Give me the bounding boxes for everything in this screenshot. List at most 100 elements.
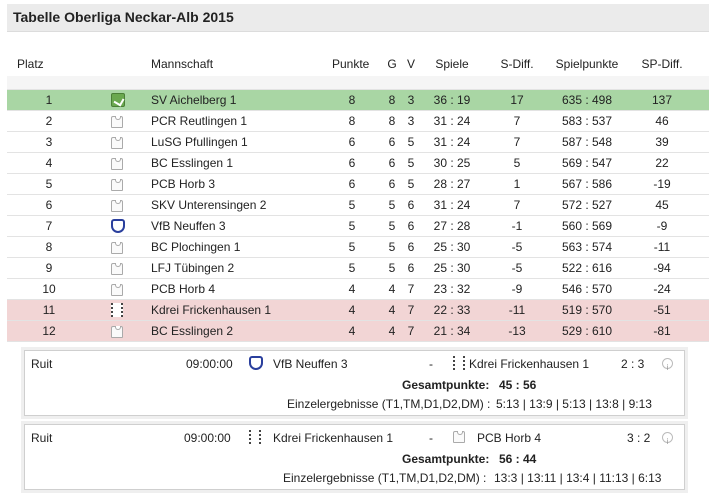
spdiff-cell: -94 bbox=[653, 261, 671, 275]
v-cell: 7 bbox=[407, 324, 415, 338]
table-row[interactable]: 12 BC Esslingen 2 4 4 7 21 : 34 -13 529 : 610 -8… bbox=[7, 321, 709, 342]
team-name[interactable]: BC Esslingen 1 bbox=[151, 156, 234, 170]
header-punkte[interactable]: Punkte bbox=[332, 57, 370, 71]
punkte-cell: 6 bbox=[348, 156, 356, 170]
punkte-cell: 5 bbox=[348, 261, 356, 275]
team-name[interactable]: PCR Reutlingen 1 bbox=[151, 114, 248, 128]
match-home-team[interactable]: VfB Neuffen 3 bbox=[273, 357, 348, 371]
match-dash: - bbox=[429, 357, 433, 371]
header-sdiff[interactable]: S-Diff. bbox=[500, 57, 534, 71]
info-icon[interactable]: i bbox=[662, 432, 673, 446]
rank-cell: 5 bbox=[45, 177, 53, 191]
sdiff-cell: -5 bbox=[511, 240, 523, 254]
g-cell: 6 bbox=[388, 135, 396, 149]
team-name[interactable]: PCB Horb 3 bbox=[151, 177, 216, 191]
team-name[interactable]: BC Esslingen 2 bbox=[151, 324, 234, 338]
team-name[interactable]: SV Aichelberg 1 bbox=[151, 93, 237, 107]
team-logo bbox=[111, 237, 127, 258]
sdiff-cell: 7 bbox=[513, 198, 521, 212]
match-location: Ruit bbox=[31, 357, 53, 371]
team-name[interactable]: PCB Horb 4 bbox=[151, 282, 216, 296]
v-cell: 3 bbox=[407, 114, 415, 128]
g-cell: 5 bbox=[388, 240, 396, 254]
team-name[interactable]: BC Plochingen 1 bbox=[151, 240, 241, 254]
g-cell: 8 bbox=[388, 114, 396, 128]
header-v[interactable]: V bbox=[406, 57, 415, 71]
header-g[interactable]: G bbox=[387, 57, 397, 71]
punkte-cell: 5 bbox=[348, 198, 356, 212]
match-away-team[interactable]: Kdrei Frickenhausen 1 bbox=[469, 357, 590, 371]
team-name[interactable]: LuSG Pfullingen 1 bbox=[151, 135, 248, 149]
einzelergebnisse-label: Einzelergebnisse (T1,TM,D1,D2,DM) : bbox=[283, 471, 487, 485]
spielpunkte-cell: 572 : 527 bbox=[561, 198, 613, 212]
header-platz[interactable]: Platz bbox=[17, 57, 44, 71]
shirt-icon bbox=[111, 158, 123, 170]
title-bar: Tabelle Oberliga Neckar-Alb 2015 bbox=[7, 4, 709, 32]
sdiff-cell: 17 bbox=[510, 93, 524, 107]
header-spdiff[interactable]: SP-Diff. bbox=[641, 57, 683, 71]
shirt-icon bbox=[111, 137, 123, 149]
info-icon[interactable]: i bbox=[662, 358, 673, 372]
punkte-cell: 5 bbox=[348, 240, 356, 254]
team-name[interactable]: VfB Neuffen 3 bbox=[151, 219, 226, 233]
table-row[interactable]: 5 PCB Horb 3 6 6 5 28 : 27 1 567 : 586 -19 bbox=[7, 174, 709, 195]
home-logo bbox=[249, 427, 261, 446]
team-logo bbox=[111, 216, 127, 237]
team-logo bbox=[111, 111, 127, 132]
spielpunkte-cell: 560 : 569 bbox=[561, 219, 613, 233]
g-cell: 6 bbox=[388, 156, 396, 170]
spiele-cell: 21 : 34 bbox=[433, 324, 471, 338]
table-row[interactable]: 11 Kdrei Frickenhausen 1 4 4 7 22 : 33 -11 519 … bbox=[7, 300, 709, 321]
rank-cell: 10 bbox=[42, 282, 56, 296]
team-name[interactable]: SKV Unterensingen 2 bbox=[151, 198, 267, 212]
spiele-cell: 25 : 30 bbox=[433, 261, 471, 275]
table-row[interactable]: 10 PCB Horb 4 4 4 7 23 : 32 -9 546 : 570 -24 bbox=[7, 279, 709, 300]
match-score: 2 : 3 bbox=[621, 357, 645, 371]
v-cell: 7 bbox=[407, 282, 415, 296]
rank-cell: 3 bbox=[45, 135, 53, 149]
match-away-team[interactable]: PCB Horb 4 bbox=[477, 431, 542, 445]
sdiff-cell: 7 bbox=[513, 135, 521, 149]
match-home-team[interactable]: Kdrei Frickenhausen 1 bbox=[273, 431, 394, 445]
header-spielpunkte[interactable]: Spielpunkte bbox=[555, 57, 619, 71]
match-card[interactable]: Ruit 09:00:00 Kdrei Frickenhausen 1 - PCB Ho… bbox=[24, 424, 685, 490]
table-row[interactable]: 4 BC Esslingen 1 6 6 5 30 : 25 5 569 : 547 22 bbox=[7, 153, 709, 174]
spiele-cell: 25 : 30 bbox=[433, 240, 471, 254]
table-row[interactable]: 3 LuSG Pfullingen 1 6 6 5 31 : 24 7 587 : 548 39 bbox=[7, 132, 709, 153]
table-row[interactable]: 9 LFJ Tübingen 2 5 5 6 25 : 30 -5 522 : 616 -94 bbox=[7, 258, 709, 279]
table-row[interactable]: 1 SV Aichelberg 1 8 8 3 36 : 19 17 635 : 498 137 bbox=[7, 90, 709, 111]
shirt-icon bbox=[111, 242, 123, 254]
table-row[interactable]: 2 PCR Reutlingen 1 8 8 3 31 : 24 7 583 : 537 46 bbox=[7, 111, 709, 132]
team-name[interactable]: LFJ Tübingen 2 bbox=[151, 261, 235, 275]
sdiff-cell: 5 bbox=[513, 156, 521, 170]
rank-cell: 6 bbox=[45, 198, 53, 212]
rank-cell: 11 bbox=[42, 303, 56, 317]
sdiff-cell: -1 bbox=[511, 219, 523, 233]
kdrei-crest-icon bbox=[249, 430, 261, 444]
page-title: Tabelle Oberliga Neckar-Alb 2015 bbox=[13, 9, 234, 25]
club-shield-icon bbox=[111, 93, 125, 107]
shirt-icon bbox=[111, 200, 123, 212]
match-score: 3 : 2 bbox=[627, 431, 651, 445]
table-row[interactable]: 7 VfB Neuffen 3 5 5 6 27 : 28 -1 560 : 569 -9 bbox=[7, 216, 709, 237]
shirt-icon bbox=[111, 326, 123, 338]
punkte-cell: 6 bbox=[348, 135, 356, 149]
spiele-cell: 31 : 24 bbox=[433, 135, 471, 149]
spdiff-cell: -11 bbox=[653, 240, 671, 254]
header-spiele[interactable]: Spiele bbox=[435, 57, 469, 71]
team-logo bbox=[111, 90, 127, 111]
team-name[interactable]: Kdrei Frickenhausen 1 bbox=[151, 303, 272, 317]
spiele-cell: 30 : 25 bbox=[433, 156, 471, 170]
gesamtpunkte-value: 45 : 56 bbox=[499, 378, 537, 392]
match-card[interactable]: Ruit 09:00:00 VfB Neuffen 3 - Kdrei Frickenh… bbox=[24, 350, 685, 416]
punkte-cell: 8 bbox=[348, 93, 356, 107]
einzelergebnisse-label: Einzelergebnisse (T1,TM,D1,D2,DM) : bbox=[287, 397, 491, 411]
g-cell: 5 bbox=[388, 261, 396, 275]
spielpunkte-cell: 569 : 547 bbox=[561, 156, 613, 170]
table-row[interactable]: 6 SKV Unterensingen 2 5 5 6 31 : 24 7 572 : 527… bbox=[7, 195, 709, 216]
table-row[interactable]: 8 BC Plochingen 1 5 5 6 25 : 30 -5 563 : 574 -11 bbox=[7, 237, 709, 258]
punkte-cell: 4 bbox=[348, 303, 356, 317]
sdiff-cell: -13 bbox=[508, 324, 526, 338]
v-cell: 3 bbox=[407, 93, 415, 107]
header-mannschaft[interactable]: Mannschaft bbox=[151, 57, 214, 71]
